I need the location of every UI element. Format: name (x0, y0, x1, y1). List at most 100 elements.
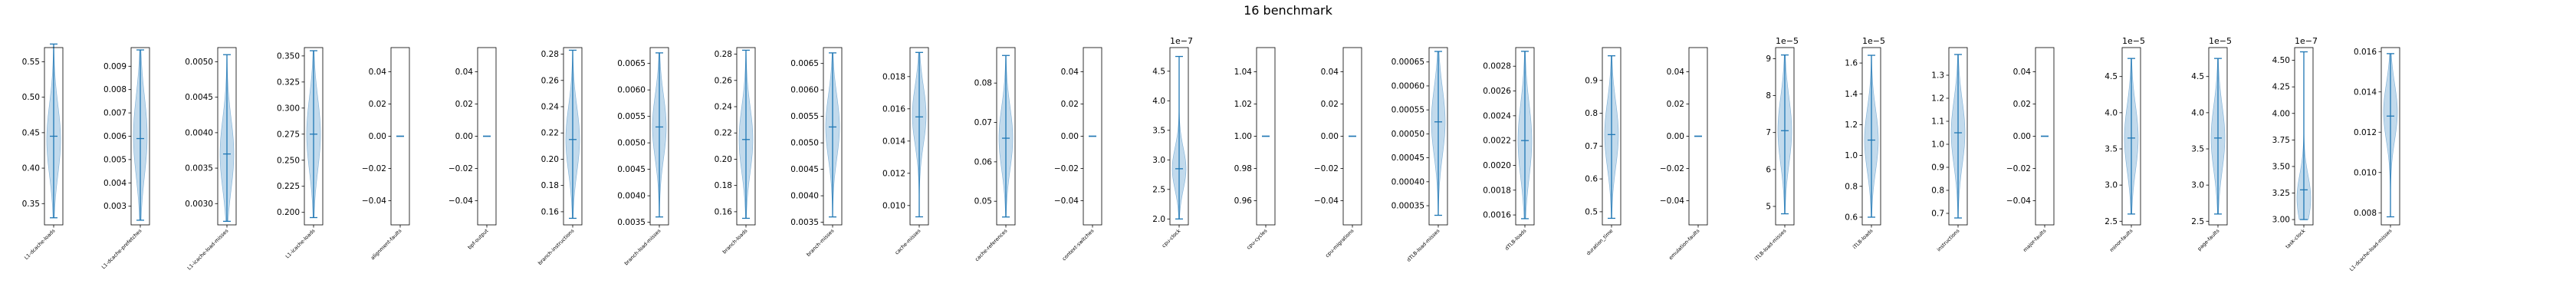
y-tick-label: 0.004 (104, 179, 127, 188)
y-tick-label: 0.200 (277, 208, 300, 217)
y-tick-label: 0.40 (22, 164, 40, 173)
x-category-label: dTLB-load-misses (1405, 227, 1441, 262)
y-tick-label: 3.0 (2104, 181, 2118, 190)
y-tick-label: 0.00045 (1392, 154, 1424, 163)
y-tick-label: 0.0040 (617, 192, 646, 201)
y-tick-label: 1.0 (1845, 151, 1858, 160)
subplot: 0.003 0.004 0.005 0.006 0.007 0.008 0.009 L1-dc… (100, 47, 150, 270)
y-tick-label: 3.25 (2272, 189, 2290, 198)
subplot: 0.16 0.18 0.20 0.22 0.24 0.26 0.28 branch-instr… (537, 47, 583, 266)
y-tick-label: 0.008 (104, 85, 127, 94)
subplot: 0.16 0.18 0.20 0.22 0.24 0.26 0.28 branch-loads (715, 47, 756, 255)
x-category-label: minor-faults (2108, 227, 2134, 253)
y-tick-label: 0.0030 (185, 200, 213, 209)
subplot: −0.04 −0.02 0.00 0.02 0.04 major-faults (2006, 47, 2055, 253)
x-category-label: instructions (1936, 227, 1961, 253)
x-category-label: L1-icache-load-misses (186, 227, 230, 271)
subplot: 0.0035 0.0040 0.0045 0.0050 0.0055 0.0060 0.00… (790, 47, 843, 258)
subplot: −0.04 −0.02 0.00 0.02 0.04 emulation-faults (1660, 47, 1708, 261)
y-tick-label: 0.05 (974, 197, 992, 206)
y-tick-label: 0.0055 (617, 112, 646, 121)
y-tick-label: 0.0035 (790, 218, 819, 227)
y-tick-label: 0.24 (715, 103, 733, 112)
y-tick-label: 4.50 (2272, 56, 2290, 65)
y-tick-label: 0.02 (1667, 100, 1684, 109)
y-tick-label: 3.5 (2191, 145, 2204, 154)
subplot: 0.010 0.012 0.014 0.016 0.018 cache-misses (882, 47, 929, 256)
y-tick-label: 0.02 (2013, 100, 2031, 109)
y-tick-label: 0.00 (2013, 132, 2031, 141)
y-tick-label: 0.0055 (790, 112, 819, 121)
y-tick-label: 0.0016 (1483, 211, 1511, 220)
y-tick-label: 0.45 (22, 128, 40, 137)
y-tick-label: 2.5 (2191, 217, 2204, 226)
x-category-label: dTLB-loads (1503, 227, 1527, 251)
y-tick-label: 0.0024 (1483, 111, 1511, 120)
y-tick-label: 8 (1766, 91, 1771, 101)
y-tick-label: 0.22 (715, 129, 732, 138)
subplot: 0.5 0.6 0.7 0.8 0.9 duration_time (1585, 47, 1622, 257)
y-tick-label: 0.9 (1585, 76, 1598, 85)
x-category-label: emulation-faults (1668, 227, 1701, 261)
x-category-label: duration_time (1585, 228, 1615, 257)
subplot: 3.00 3.25 3.50 3.75 4.00 4.25 4.50 1e−7 task-clo… (2272, 36, 2318, 250)
y-tick-label: 0.50 (22, 93, 40, 102)
y-tick-label: 0.003 (104, 202, 127, 211)
y-tick-label: 0.8 (1585, 109, 1598, 118)
y-tick-label: 4.0 (2104, 108, 2118, 117)
y-tick-label: 0.16 (715, 207, 733, 216)
y-tick-label: 0.0022 (1483, 137, 1511, 146)
subplot: −0.04 −0.02 0.00 0.02 0.04 cpu-migrations (1314, 47, 1362, 259)
x-category-label: cache-misses (894, 227, 922, 256)
y-tick-label: 1.1 (1931, 117, 1944, 127)
y-tick-label: 0.00060 (1392, 81, 1424, 91)
y-tick-label: 0.0045 (185, 93, 213, 102)
x-category-label: major-faults (2022, 227, 2048, 253)
y-tick-label: 0.016 (882, 104, 905, 114)
y-tick-label: 1.00 (1234, 132, 1252, 141)
y-tick-label: 0.00055 (1392, 106, 1424, 115)
y-tick-label: 0.0050 (185, 58, 213, 67)
y-tick-label: 4.5 (2104, 72, 2118, 81)
y-tick-label: 0.20 (715, 155, 732, 164)
y-tick-label: 0.0065 (617, 59, 646, 68)
y-tick-label: 4.0 (2191, 108, 2204, 117)
y-tick-label: 0.98 (1234, 164, 1252, 173)
y-tick-label: 0.00065 (1392, 58, 1424, 67)
x-category-label: iTLB-load-misses (1753, 227, 1788, 262)
y-tick-label: 0.02 (455, 100, 473, 109)
y-tick-label: −0.02 (1660, 164, 1684, 173)
y-tick-label: 0.28 (715, 50, 732, 59)
subplot: −0.04 −0.02 0.00 0.02 0.04 context-switches (1054, 47, 1102, 262)
y-tick-label: 0.0040 (790, 192, 819, 201)
y-tick-label: 0.325 (277, 78, 300, 87)
y-tick-label: 0.250 (277, 156, 300, 165)
y-tick-label: 0.00 (1321, 132, 1339, 141)
y-tick-label: 0.00050 (1392, 130, 1424, 139)
y-tick-label: 2.5 (1152, 185, 1165, 194)
y-tick-label: 0.0050 (790, 139, 819, 148)
y-tick-label: 0.0040 (185, 128, 213, 137)
y-tick-label: 0.300 (277, 104, 300, 113)
y-tick-label: 0.0060 (617, 86, 646, 95)
y-tick-label: 0.225 (277, 182, 300, 191)
subplot: 0.7 0.8 0.9 1.0 1.1 1.2 1.3 instructions (1931, 47, 1968, 253)
subplot: −0.04 −0.02 0.00 0.02 0.04 alignment-faults (362, 47, 410, 261)
y-tick-label: 3.75 (2272, 136, 2290, 145)
y-tick-label: 0.22 (541, 129, 559, 138)
y-tick-label: 3.0 (1152, 156, 1165, 165)
y-tick-label: −0.04 (362, 196, 386, 206)
y-tick-label: 0.06 (974, 157, 993, 167)
y-tick-label: 0.010 (882, 201, 905, 210)
x-category-label: branch-misses (805, 227, 835, 257)
y-tick-label: 0.016 (2354, 48, 2377, 57)
x-category-label: task-clock (2285, 228, 2307, 250)
subplot: 0.008 0.010 0.012 0.014 0.016 L1-dcache-load-… (2348, 47, 2400, 272)
axis-offset-label: 1e−5 (1862, 36, 1885, 46)
y-tick-label: 0.00 (1061, 132, 1079, 141)
y-tick-label: −0.02 (2006, 164, 2031, 173)
y-tick-label: 0.018 (882, 72, 905, 81)
subplot: 2.5 3.0 3.5 4.0 4.5 1e−5 page-faults (2191, 36, 2232, 252)
y-tick-label: 1.2 (1931, 94, 1944, 104)
y-tick-label: 1.2 (1845, 120, 1858, 130)
